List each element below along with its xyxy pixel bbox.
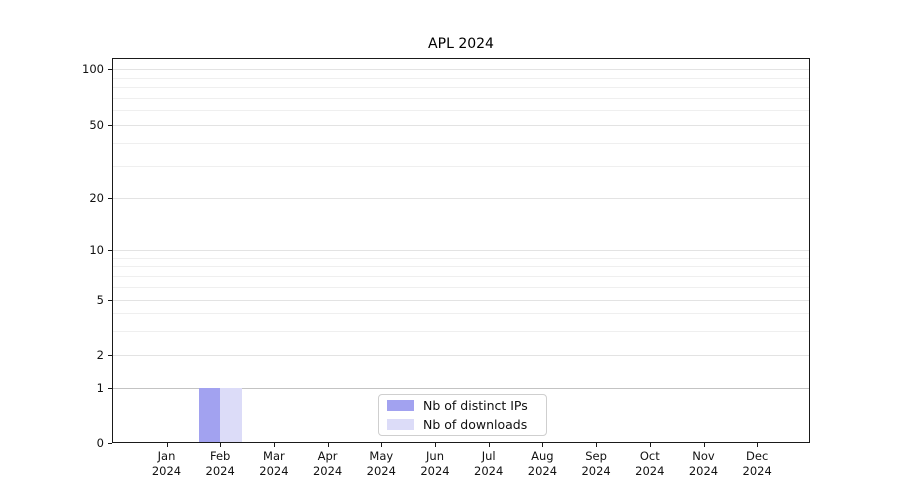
x-tick-mark (649, 443, 651, 447)
legend-label-distinct-ips: Nb of distinct IPs (423, 398, 528, 413)
gridline-major (112, 69, 810, 70)
bar-nb-of-distinct-ips (198, 388, 221, 443)
axes-frame (112, 58, 810, 443)
x-tick-label: Apr 2024 (312, 449, 343, 478)
gridline-major (112, 250, 810, 251)
x-tick-label: Oct 2024 (635, 449, 665, 478)
y-tick-mark (108, 443, 112, 444)
y-tick-mark (108, 250, 112, 251)
x-tick-mark (273, 443, 275, 447)
y-tick-label: 0 (96, 436, 104, 450)
x-tick-label: Feb 2024 (205, 449, 235, 478)
legend-swatch-distinct-ips (387, 400, 414, 411)
x-tick-label: Mar 2024 (259, 449, 289, 478)
gridline-minor (112, 330, 810, 332)
y-tick-label: 20 (89, 191, 104, 205)
gridline-major (112, 198, 810, 199)
x-tick-mark (166, 443, 168, 447)
x-tick-label: May 2024 (366, 449, 396, 478)
y-tick-mark (108, 355, 112, 356)
gridline-minor (112, 275, 810, 277)
x-tick-label: Jul 2024 (474, 449, 504, 478)
y-tick-mark (108, 300, 112, 301)
x-tick-mark (435, 443, 436, 447)
x-tick-mark (381, 443, 383, 447)
x-tick-mark (220, 443, 222, 447)
x-tick-mark (757, 443, 759, 447)
y-tick-label: 1 (96, 381, 104, 395)
x-tick-mark (703, 443, 705, 447)
gridline-minor (112, 266, 810, 268)
bar-nb-of-downloads (220, 388, 242, 443)
x-tick-mark (327, 443, 329, 447)
x-tick-label: Nov 2024 (688, 449, 719, 478)
gridline-major (112, 355, 810, 356)
y-tick-label: 50 (89, 118, 104, 132)
y-tick-mark (108, 125, 112, 126)
y-tick-mark (108, 69, 112, 70)
chart-title: APL 2024 (428, 36, 494, 52)
x-tick-label: Dec 2024 (742, 449, 772, 478)
y-tick-mark (108, 388, 112, 389)
x-tick-label: Sep 2024 (581, 449, 611, 478)
x-tick-mark (488, 443, 490, 447)
legend-label-downloads: Nb of downloads (423, 417, 528, 432)
x-tick-mark (596, 443, 598, 447)
y-tick-label: 100 (82, 62, 104, 76)
y-tick-label: 10 (89, 243, 104, 257)
gridline-minor (112, 77, 810, 79)
x-tick-mark (542, 443, 544, 447)
legend: Nb of distinct IPs Nb of downloads (378, 394, 547, 436)
x-tick-label: Jan 2024 (151, 449, 182, 478)
legend-item-distinct-ips: Nb of distinct IPs (387, 398, 538, 413)
y-tick-label: 2 (96, 348, 104, 362)
gridline-minor (112, 165, 810, 167)
gridline-minor (112, 142, 810, 144)
gridline-minor (112, 97, 810, 99)
gridline-major (112, 300, 810, 301)
x-tick-label: Jun 2024 (420, 449, 450, 478)
legend-swatch-downloads (387, 419, 414, 430)
gridline-minor (112, 87, 810, 89)
gridline-major (112, 125, 810, 126)
x-tick-label: Aug 2024 (527, 449, 558, 478)
gridline-major (112, 388, 810, 389)
y-tick-mark (108, 198, 112, 199)
gridline-minor (112, 257, 810, 259)
gridline-minor (112, 313, 810, 315)
gridline-minor (112, 286, 810, 288)
gridline-minor (112, 110, 810, 112)
y-tick-label: 5 (96, 293, 104, 307)
legend-item-downloads: Nb of downloads (387, 417, 538, 432)
